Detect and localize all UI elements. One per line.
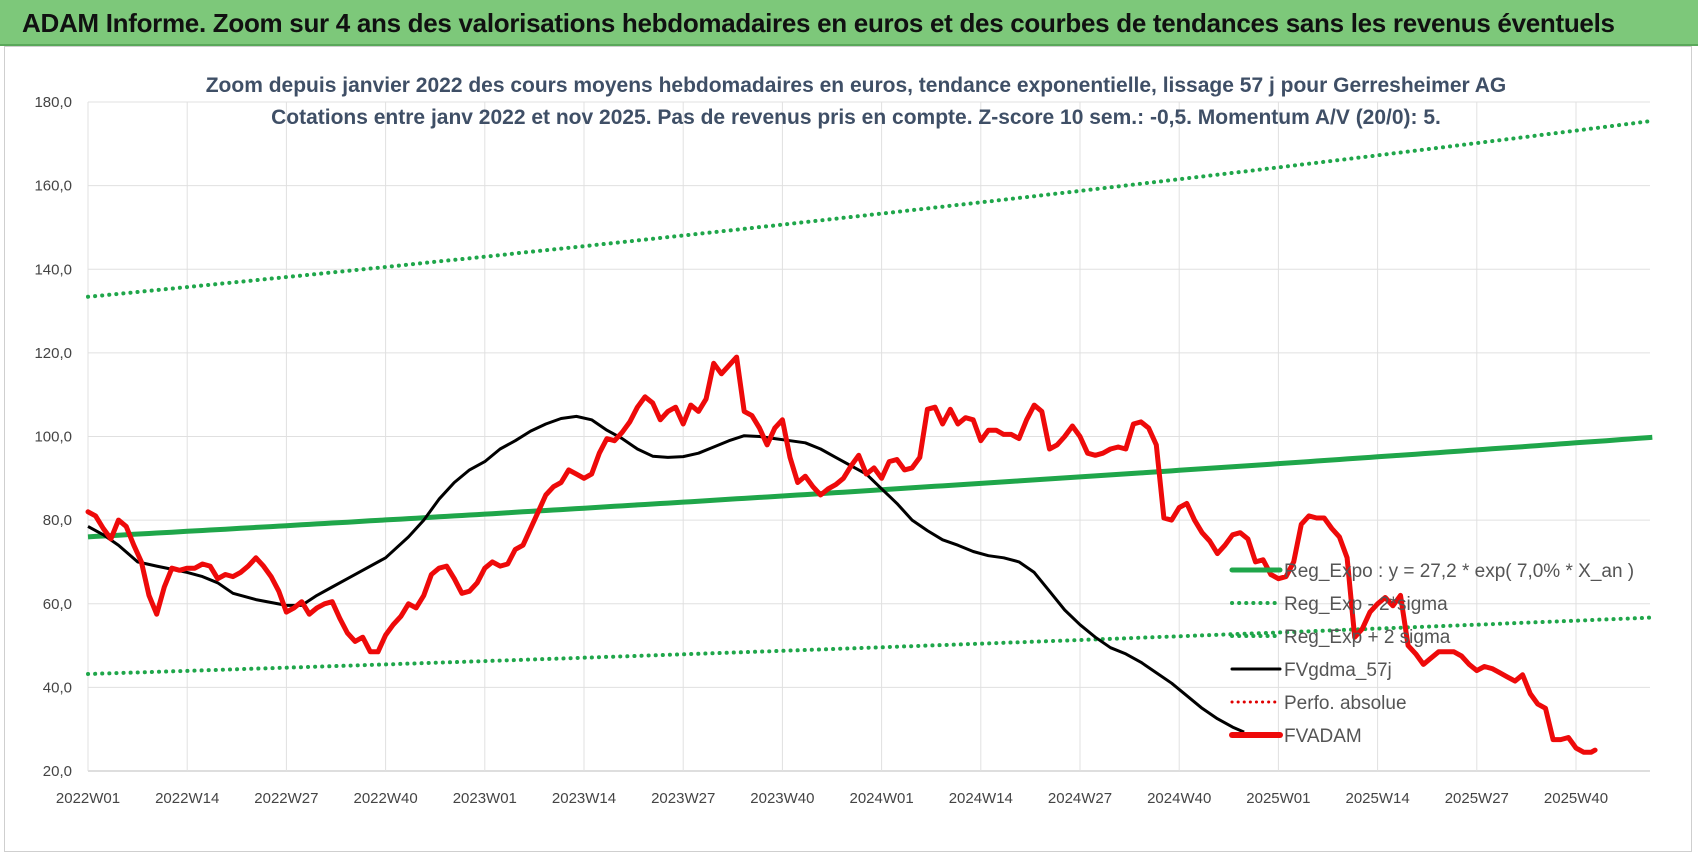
- chart-frame: [4, 46, 1692, 852]
- y-tick-label: 100,0: [34, 429, 72, 446]
- x-tick-label: 2023W27: [651, 790, 715, 807]
- y-tick-label: 40,0: [43, 679, 72, 696]
- x-tick-label: 2022W40: [353, 790, 417, 807]
- x-tick-label: 2022W27: [254, 790, 318, 807]
- x-tick-label: 2023W01: [453, 790, 517, 807]
- series-reg-exp-minus-2-sigma: [86, 615, 1655, 676]
- y-tick-label: 140,0: [34, 261, 72, 278]
- x-tick-label: 2024W14: [949, 790, 1013, 807]
- y-tick-label: 180,0: [34, 94, 72, 111]
- x-tick-label: 2023W40: [750, 790, 814, 807]
- report-banner: ADAM Informe. Zoom sur 4 ans des valoris…: [0, 0, 1698, 46]
- x-tick-label: 2025W27: [1445, 790, 1509, 807]
- series-fvgdma-57j: [87, 414, 1245, 734]
- series-reg-exp-plus-2-sigma: [86, 118, 1655, 299]
- y-tick-label: 80,0: [43, 512, 72, 529]
- chart-title: Zoom depuis janvier 2022 des cours moyen…: [206, 74, 1507, 97]
- series-fvadam: [85, 354, 1598, 755]
- x-tick-label: 2025W01: [1246, 790, 1310, 807]
- legend-label: Reg_Exp + 2 sigma: [1284, 627, 1451, 648]
- legend-label: FVADAM: [1284, 726, 1362, 747]
- series-reg-expo: [87, 434, 1653, 540]
- x-tick-label: 2024W01: [849, 790, 913, 807]
- legend-label: Reg_Exp - 2*sigma: [1284, 594, 1448, 615]
- x-tick-label: 2024W40: [1147, 790, 1211, 807]
- legend-label: Reg_Expo : y = 27,2 * exp( 7,0% * X_an ): [1284, 561, 1634, 582]
- chart-series: [85, 118, 1655, 755]
- y-tick-label: 60,0: [43, 596, 72, 613]
- y-tick-label: 20,0: [43, 763, 72, 780]
- x-tick-label: 2023W14: [552, 790, 616, 807]
- chart-subtitle: Cotations entre janv 2022 et nov 2025. P…: [271, 106, 1441, 129]
- x-axis-ticks: 2022W01 2022W14 2022W27 2022W40 2023W01 2023W…: [56, 790, 1608, 807]
- x-tick-label: 2025W40: [1544, 790, 1608, 807]
- banner-title: ADAM Informe. Zoom sur 4 ans des valoris…: [22, 8, 1615, 38]
- y-tick-label: 160,0: [34, 178, 72, 195]
- y-tick-label: 120,0: [34, 345, 72, 362]
- chart-grid: [87, 101, 1650, 772]
- x-tick-label: 2022W01: [56, 790, 120, 807]
- x-tick-label: 2022W14: [155, 790, 219, 807]
- legend-label: FVgdma_57j: [1284, 660, 1392, 681]
- chart-legend: Reg_Expo : y = 27,2 * exp( 7,0% * X_an )…: [1229, 561, 1634, 747]
- x-tick-label: 2025W14: [1345, 790, 1409, 807]
- x-tick-label: 2024W27: [1048, 790, 1112, 807]
- y-axis-ticks: 20,0 40,0 60,0 80,0 100,0 120,0 140,0 160,0 180,…: [34, 94, 72, 780]
- legend-label: Perfo. absolue: [1284, 693, 1407, 714]
